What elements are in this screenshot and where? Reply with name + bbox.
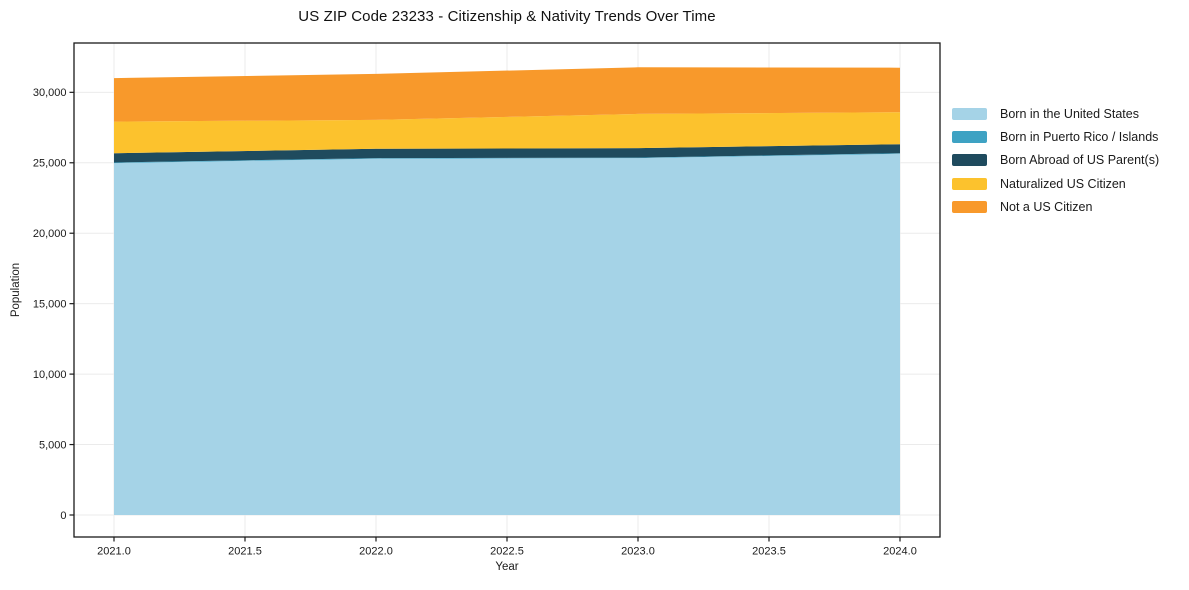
x-tick-label: 2022.0 — [359, 546, 393, 558]
area-series — [114, 67, 900, 122]
axis-ticks: 2021.0 2021.5 2022.0 2022.5 2023.0 2023.5 2024… — [33, 87, 917, 557]
x-tick-label: 2023.5 — [752, 546, 786, 558]
y-tick-label: 25,000 — [33, 158, 67, 170]
stacked-areas — [114, 67, 900, 516]
area-series — [114, 153, 900, 164]
x-tick-label: 2023.0 — [621, 546, 655, 558]
legend-item-born-us: Born in the United States — [952, 102, 1159, 125]
y-tick-label: 0 — [60, 510, 66, 522]
legend-label: Born Abroad of US Parent(s) — [1000, 153, 1160, 168]
x-axis-label: Year — [495, 561, 519, 573]
y-tick-label: 20,000 — [33, 228, 67, 240]
legend-swatch-naturalized — [952, 177, 987, 190]
x-tick-label: 2021.5 — [228, 546, 262, 558]
y-tick-label: 15,000 — [33, 298, 67, 310]
legend-label: Naturalized US Citizen — [1000, 176, 1126, 191]
legend-label: Not a US Citizen — [1000, 199, 1093, 214]
legend-item-not-citizen: Not a US Citizen — [952, 195, 1159, 218]
legend-swatch-born-us — [952, 107, 987, 120]
legend-swatch-puerto-rico — [952, 130, 987, 143]
legend-item-puerto-rico: Born in Puerto Rico / Islands — [952, 125, 1159, 148]
legend-item-born-abroad: Born Abroad of US Parent(s) — [952, 149, 1159, 172]
x-tick-label: 2024.0 — [883, 546, 917, 558]
legend-item-naturalized: Naturalized US Citizen — [952, 172, 1159, 195]
y-tick-label: 30,000 — [33, 87, 67, 99]
x-tick-label: 2022.5 — [490, 546, 524, 558]
area-series — [114, 153, 900, 516]
legend-label: Born in Puerto Rico / Islands — [1000, 129, 1159, 144]
legend-swatch-not-citizen — [952, 200, 987, 213]
area-series — [114, 112, 900, 154]
chart-title: US ZIP Code 23233 - Citizenship & Nativi… — [298, 8, 716, 25]
legend-label: Born in the United States — [1000, 106, 1139, 121]
area-series — [114, 144, 900, 163]
legend: Born in the United States Born in Puerto… — [952, 102, 1159, 218]
y-axis-label: Population — [10, 262, 22, 318]
x-tick-label: 2021.0 — [97, 546, 131, 558]
legend-swatch-born-abroad — [952, 154, 987, 167]
y-tick-label: 5,000 — [39, 439, 67, 451]
y-tick-label: 10,000 — [33, 369, 67, 381]
